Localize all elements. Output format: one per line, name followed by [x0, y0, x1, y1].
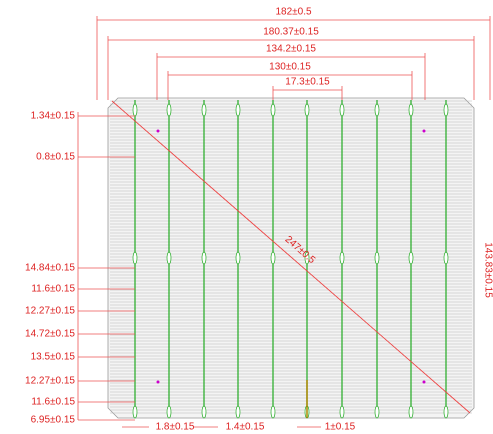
pad — [235, 251, 241, 265]
dim-label: 180.37±0.15 — [263, 27, 319, 38]
pad — [166, 405, 172, 419]
dim-label: 12.27±0.15 — [25, 376, 75, 387]
pad — [201, 251, 207, 265]
pad — [166, 251, 172, 265]
pad — [132, 405, 138, 419]
solar-cell — [107, 97, 475, 419]
marker — [422, 129, 426, 133]
dim-label: 17.3±0.15 — [285, 77, 330, 88]
pad — [270, 103, 276, 117]
pad — [304, 103, 310, 117]
pad — [374, 405, 380, 419]
pad — [374, 103, 380, 117]
diagonal-line — [111, 100, 471, 414]
pad — [201, 103, 207, 117]
pad — [270, 251, 276, 265]
right-label: 143.83±0.15 — [482, 242, 493, 298]
pad — [132, 251, 138, 265]
dim-label: 14.84±0.15 — [25, 263, 75, 274]
marker — [156, 380, 160, 384]
pad — [339, 405, 345, 419]
pad — [339, 103, 345, 117]
pad — [408, 405, 414, 419]
marker — [156, 129, 160, 133]
pad — [270, 405, 276, 419]
dim-label: 1.8±0.15 — [156, 422, 195, 433]
dim-label: 11.6±0.15 — [31, 397, 75, 408]
dim-label: 130±0.15 — [269, 62, 311, 73]
dim-label: 182±0.5 — [275, 7, 312, 18]
pad — [443, 251, 449, 265]
pad — [443, 103, 449, 117]
pad — [443, 405, 449, 419]
dim-label: 11.6±0.15 — [31, 284, 75, 295]
dim-label: 1.34±0.15 — [31, 111, 76, 122]
dim-label: 6.95±0.15 — [31, 415, 76, 426]
pad — [408, 103, 414, 117]
dim-label: 1.4±0.15 — [226, 422, 265, 433]
pad — [201, 405, 207, 419]
dim-label: 0.8±0.15 — [36, 152, 75, 163]
pad — [166, 103, 172, 117]
pad — [132, 103, 138, 117]
dim-label: 13.5±0.15 — [31, 352, 76, 363]
pad — [235, 405, 241, 419]
pad — [408, 251, 414, 265]
pad — [339, 251, 345, 265]
pad — [304, 251, 310, 265]
dim-label: 12.27±0.15 — [25, 306, 75, 317]
dim-label: 14.72±0.15 — [25, 329, 75, 340]
dim-label: 134.2±0.15 — [266, 44, 316, 55]
pad — [235, 103, 241, 117]
pad — [374, 251, 380, 265]
marker — [422, 380, 426, 384]
dim-label: 1±0.15 — [325, 422, 356, 433]
